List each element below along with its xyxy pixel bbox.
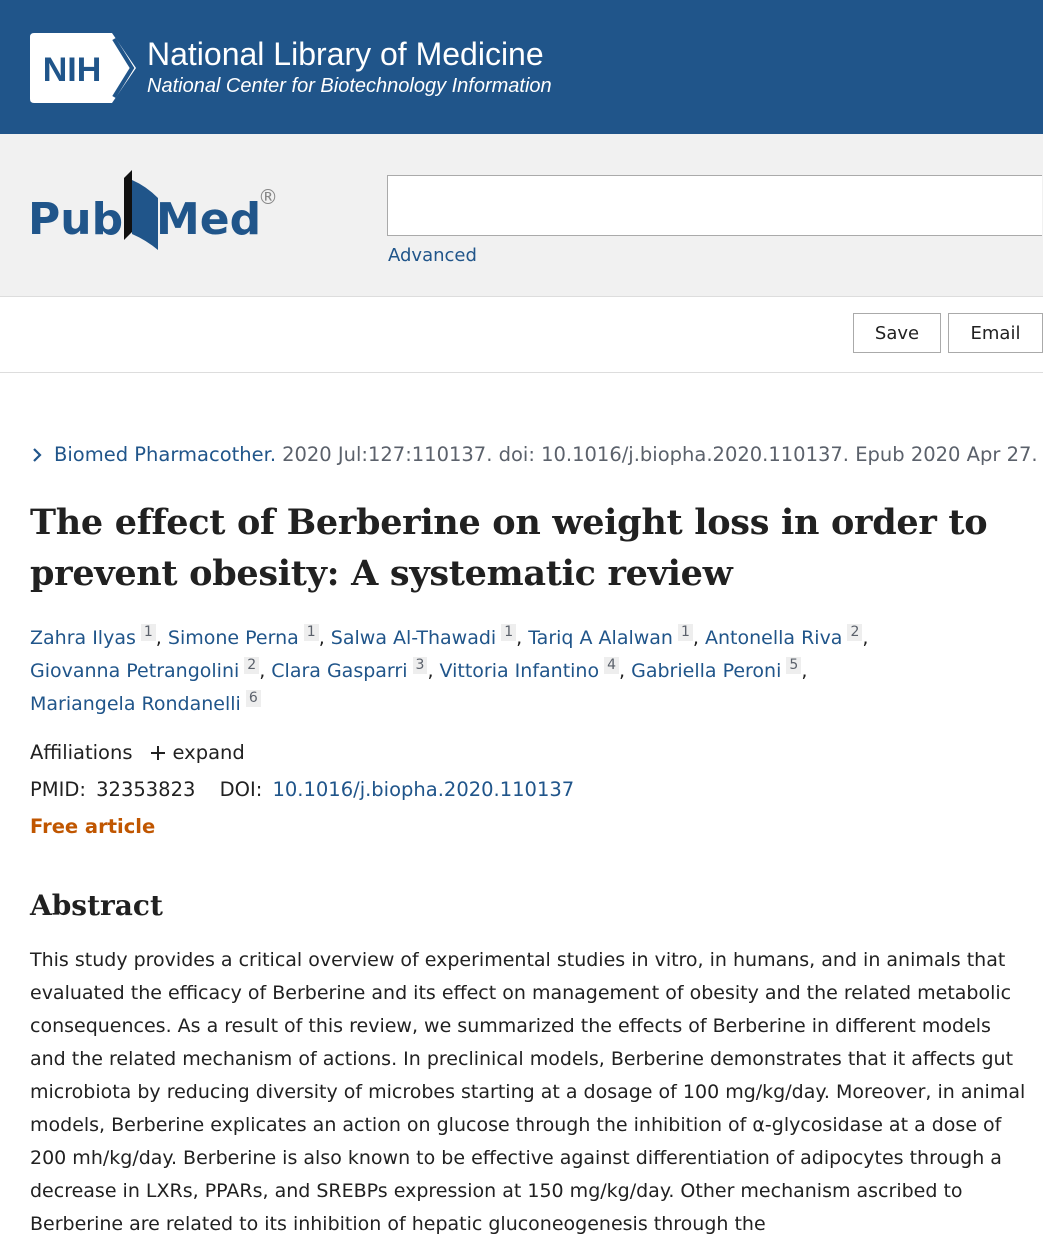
affiliations-label: Affiliations: [30, 741, 133, 764]
author-name[interactable]: Tariq A Alalwan: [528, 627, 673, 649]
affiliation-ref[interactable]: 1: [303, 624, 319, 641]
author-separator: ,: [259, 660, 266, 682]
authors: Zahra Ilyas 1, Simone Perna 1, Salwa Al-Th…: [30, 622, 930, 721]
author-name[interactable]: Clara Gasparri: [271, 660, 408, 682]
pmid: 32353823: [96, 778, 196, 801]
affiliation-ref[interactable]: 5: [786, 657, 802, 674]
affiliation-ref[interactable]: 6: [245, 690, 261, 707]
affiliation-ref[interactable]: 1: [140, 624, 156, 641]
doi-label: DOI:: [219, 778, 263, 801]
nih-title: National Library of Medicine: [147, 36, 544, 72]
logo-pub: Pub: [28, 194, 123, 245]
nih-logo-chevron: [112, 37, 135, 99]
journal-link[interactable]: Biomed Pharmacother.: [54, 443, 277, 466]
author-separator: ,: [318, 627, 325, 649]
citation: Biomed Pharmacother. 2020 Jul:127:110137…: [30, 443, 1038, 466]
author-name[interactable]: Vittoria Infantino: [439, 660, 600, 682]
affiliations: Affiliations expand: [30, 741, 245, 764]
chevron: [33, 447, 42, 462]
author: Vittoria Infantino 4,: [439, 657, 626, 682]
author: Simone Perna 1,: [167, 624, 325, 649]
nih-logo-text: NIH: [43, 51, 102, 89]
logo-book-page: [132, 180, 158, 250]
nih-header: [0, 0, 1043, 134]
plus-icon[interactable]: [149, 744, 167, 762]
author: Salwa Al-Thawadi 1,: [330, 624, 523, 649]
affiliation-ref[interactable]: 1: [501, 624, 517, 641]
author-separator: ,: [155, 627, 162, 649]
actions-bar: [0, 297, 1043, 373]
pubmed-logo[interactable]: Pub Med ®: [28, 168, 283, 258]
author: Gabriella Peroni 5,: [631, 657, 808, 682]
author-name[interactable]: Mariangela Rondanelli: [30, 693, 241, 715]
expand-link[interactable]: expand: [172, 741, 245, 764]
citation-details: 2020 Jul:127:110137. doi: 10.1016/j.biop…: [282, 443, 1038, 466]
nih-logo[interactable]: NIH: [30, 33, 138, 103]
affiliation-ref[interactable]: 4: [604, 657, 620, 674]
author-separator: ,: [619, 660, 626, 682]
author-separator: ,: [692, 627, 699, 649]
author-name[interactable]: Simone Perna: [167, 627, 299, 649]
save-button[interactable]: Save: [853, 313, 941, 353]
pmid-label: PMID:: [30, 778, 86, 801]
author-name[interactable]: Zahra Ilyas: [30, 627, 136, 649]
article-title: The effect of Berberine on weight loss i…: [30, 502, 988, 594]
logo-registered: ®: [258, 185, 278, 209]
search-input[interactable]: [387, 175, 1042, 236]
nih-subtitle: National Center for Biotechnology Inform…: [147, 75, 552, 97]
abstract-text: This study provides a critical overview …: [30, 949, 1026, 1235]
nih-logo-shape: [30, 33, 136, 103]
author: Mariangela Rondanelli 6: [30, 690, 261, 715]
author-separator: ,: [801, 660, 808, 682]
plus: [150, 745, 165, 760]
advanced-link[interactable]: Advanced: [388, 245, 477, 266]
logo-med: Med: [156, 194, 261, 245]
chevron-icon: [33, 447, 42, 462]
free-article: Free article: [30, 815, 156, 838]
affiliation-ref[interactable]: 2: [847, 624, 863, 641]
author: Giovanna Petrangolini 2,: [30, 657, 266, 682]
affiliation-ref[interactable]: 1: [677, 624, 693, 641]
author: Clara Gasparri 3,: [271, 657, 434, 682]
abstract-heading: Abstract: [30, 889, 163, 922]
identifiers: PMID: 32353823 DOI: 10.1016/j.biopha.202…: [30, 778, 574, 801]
email-button[interactable]: Email: [948, 313, 1043, 353]
author: Zahra Ilyas 1,: [30, 624, 162, 649]
author-separator: ,: [427, 660, 434, 682]
author-name[interactable]: Antonella Riva: [705, 627, 843, 649]
logo-book-spine: [124, 170, 132, 240]
affiliation-ref[interactable]: 3: [412, 657, 428, 674]
author-name[interactable]: Gabriella Peroni: [631, 660, 782, 682]
author: Antonella Riva 2,: [705, 624, 869, 649]
affiliation-ref[interactable]: 2: [244, 657, 260, 674]
author-separator: ,: [862, 627, 869, 649]
author-name[interactable]: Giovanna Petrangolini: [30, 660, 240, 682]
author-separator: ,: [516, 627, 523, 649]
author-name[interactable]: Salwa Al-Thawadi: [330, 627, 497, 649]
doi-link[interactable]: 10.1016/j.biopha.2020.110137: [272, 778, 575, 801]
author: Tariq A Alalwan 1,: [528, 624, 699, 649]
